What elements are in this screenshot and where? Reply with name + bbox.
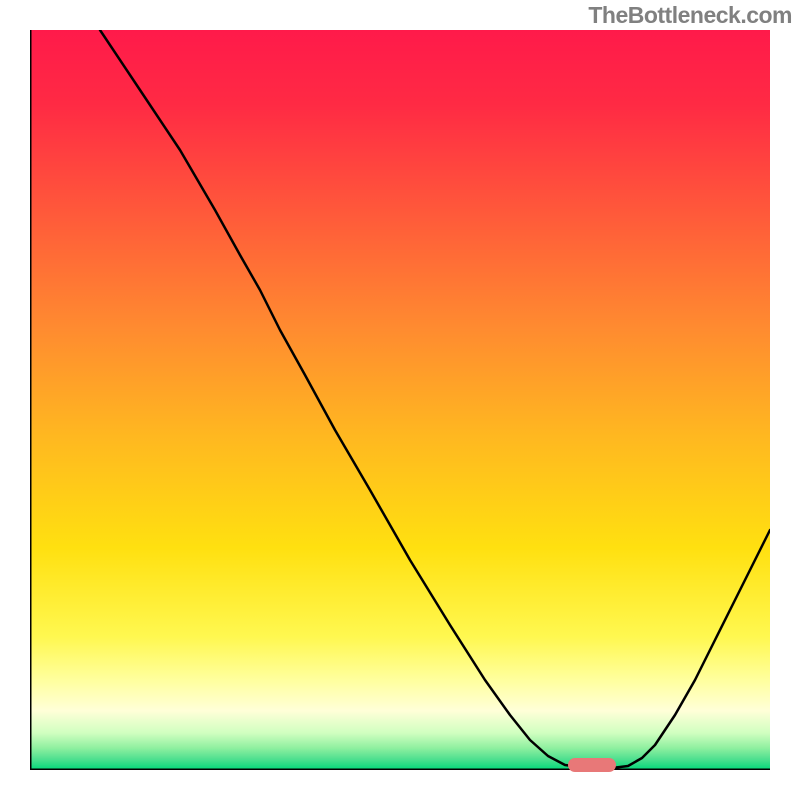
chart-container: TheBottleneck.com	[0, 0, 800, 800]
plot-area	[30, 30, 770, 770]
curve-layer	[30, 30, 770, 770]
highlight-marker	[568, 758, 616, 772]
watermark-text: TheBottleneck.com	[588, 2, 792, 29]
data-curve	[100, 30, 770, 768]
